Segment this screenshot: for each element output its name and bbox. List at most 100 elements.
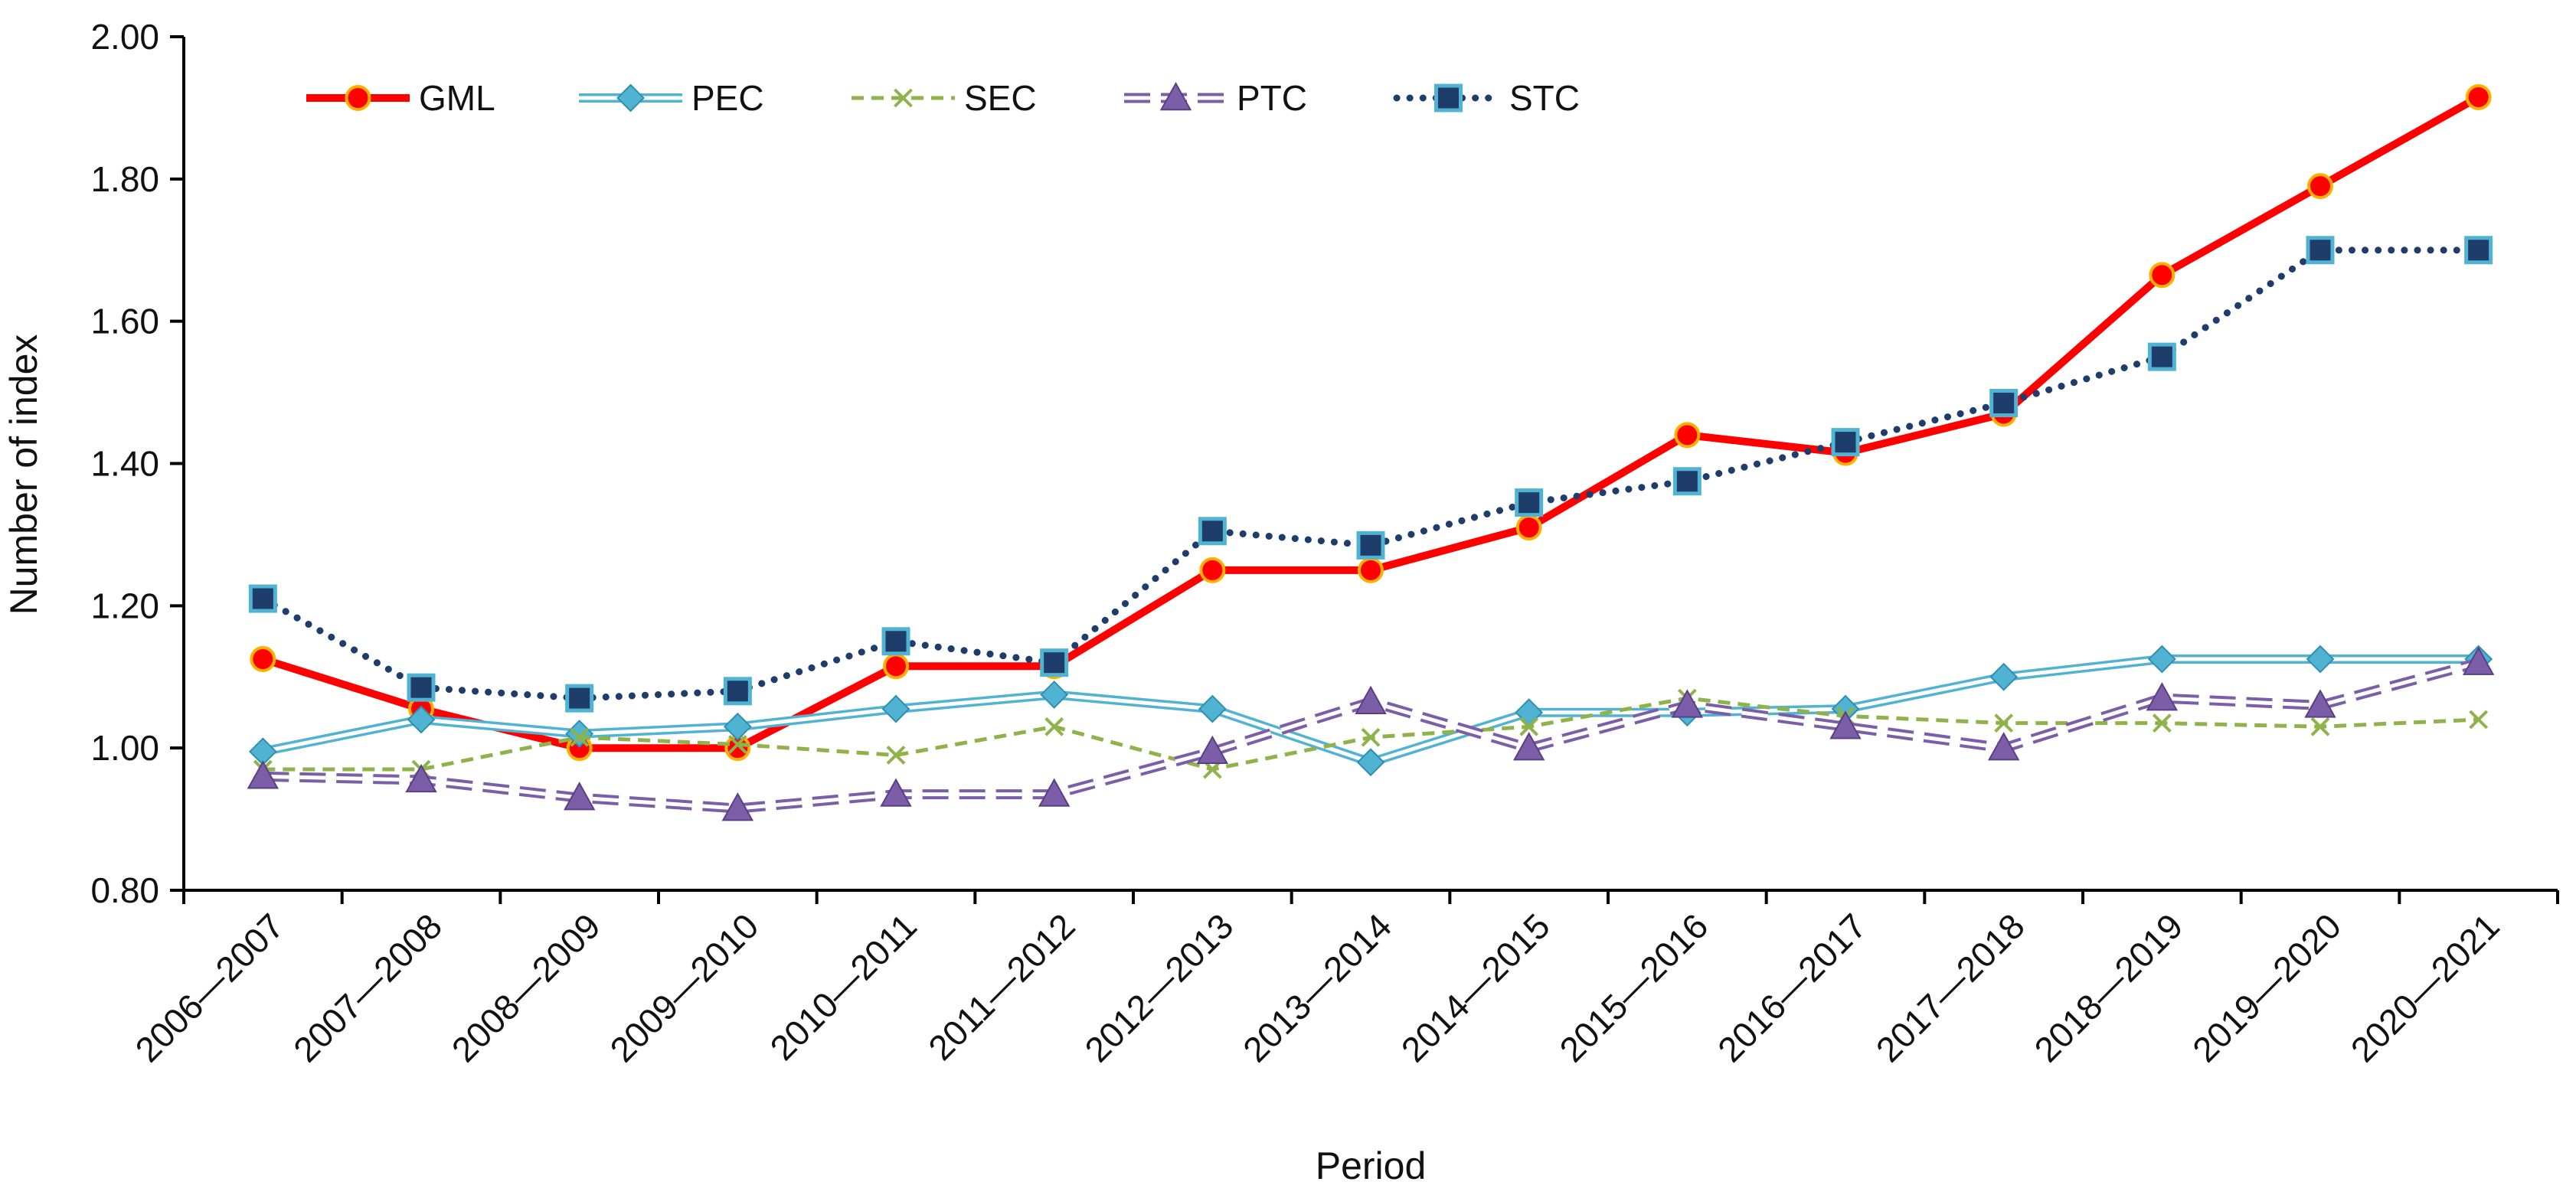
legend-marker-pec [616, 83, 645, 113]
legend-marker-stc [1434, 83, 1463, 113]
x-tick-label: 2020—2021 [2343, 906, 2507, 1069]
data-point-stc [1989, 389, 2019, 418]
data-point-gml [883, 653, 909, 680]
data-point-sec [727, 735, 747, 754]
series-layer [247, 83, 2495, 821]
data-point-ptc [247, 760, 280, 789]
data-point-gml [1358, 557, 1384, 583]
data-point-pec [1356, 748, 1385, 777]
data-point-sec [1361, 727, 1381, 747]
y-tick-label: 1.20 [90, 586, 159, 625]
data-point-ptc [1512, 732, 1545, 761]
data-point-stc [1831, 428, 1860, 457]
data-point-stc [248, 584, 277, 613]
data-point-pec [881, 694, 910, 723]
y-tick-label: 0.80 [90, 870, 159, 910]
x-tick-label: 2010—2011 [762, 906, 924, 1068]
x-tick-label: 2014—2015 [1394, 906, 1558, 1069]
legend-label: PTC [1237, 78, 1307, 118]
data-point-gml [1674, 422, 1701, 449]
x-tick-label: 2008—2009 [444, 906, 608, 1069]
x-tick-label: 2012—2013 [1077, 906, 1241, 1069]
legend-label: GML [419, 78, 495, 118]
data-point-sec [2152, 713, 2172, 733]
data-point-stc [881, 627, 910, 656]
y-tick-label: 2.00 [90, 17, 159, 57]
data-point-pec [407, 705, 436, 734]
x-tick-label: 2016—2017 [1710, 906, 1874, 1069]
data-point-sec [1994, 713, 2014, 733]
legend-marker-sec [894, 88, 913, 108]
data-point-gml [2149, 262, 2176, 289]
data-point-sec [2310, 717, 2330, 736]
data-point-pec [1515, 698, 1544, 727]
x-tick-label: 2018—2019 [2026, 906, 2190, 1069]
data-point-pec [2147, 645, 2176, 674]
data-point-stc [1672, 467, 1702, 496]
data-point-ptc [2462, 646, 2495, 675]
data-point-gml [2465, 83, 2492, 110]
data-point-ptc [1671, 689, 1704, 718]
data-point-ptc [1038, 778, 1071, 807]
data-point-stc [1356, 530, 1385, 560]
data-point-stc [1198, 517, 1227, 546]
data-point-stc [1515, 488, 1544, 517]
data-point-pec [1040, 681, 1069, 709]
data-point-stc [1040, 648, 1069, 677]
data-point-pec [1989, 662, 2019, 691]
legend-label: STC [1509, 78, 1580, 118]
legend-marker-gml [345, 85, 371, 111]
x-tick-label: 2015—2016 [1551, 906, 1715, 1069]
data-point-ptc [1355, 685, 1387, 714]
data-point-ptc [1987, 732, 2020, 761]
data-point-ptc [1196, 735, 1229, 765]
y-tick-label: 1.80 [90, 159, 159, 199]
data-point-ptc [1829, 710, 1862, 739]
y-axis-title: Number of index [2, 335, 45, 615]
data-point-ptc [880, 778, 912, 807]
data-point-ptc [2304, 689, 2336, 718]
x-tick-label: 2013—2014 [1235, 906, 1399, 1069]
x-tick-label: 2011—2012 [920, 906, 1083, 1068]
series-line [259, 246, 2483, 702]
legend-label: SEC [964, 78, 1037, 118]
data-point-stc [2464, 236, 2493, 265]
series-ptc [247, 646, 2495, 821]
x-tick-label: 2006—2007 [127, 906, 291, 1069]
data-point-ptc [405, 763, 437, 793]
legend-item-stc: STC [1393, 78, 1580, 118]
y-tick-label: 1.40 [90, 444, 159, 484]
data-point-ptc [721, 792, 754, 821]
data-point-gml [250, 646, 276, 673]
y-tick-label: 1.60 [90, 302, 159, 341]
legend-item-ptc: PTC [1124, 78, 1307, 118]
data-point-stc [723, 677, 752, 706]
data-point-sec [1519, 717, 1539, 736]
x-tick-label: 2007—2008 [286, 906, 449, 1069]
legend: GML PEC SEC PTC STC [306, 78, 1580, 118]
x-tick-label: 2009—2010 [602, 906, 766, 1069]
x-axis-title: Period [1316, 1144, 1427, 1187]
data-point-stc [565, 684, 594, 713]
data-point-ptc [563, 782, 596, 811]
data-point-stc [2306, 236, 2335, 265]
axes: 0.801.001.201.401.601.802.002006—2007200… [90, 17, 2559, 1069]
legend-item-gml: GML [306, 78, 495, 118]
legend-item-sec: SEC [852, 78, 1037, 118]
x-tick-label: 2019—2020 [2185, 906, 2349, 1069]
data-point-pec [1198, 694, 1227, 723]
data-point-pec [723, 712, 752, 741]
data-point-ptc [2146, 682, 2179, 711]
data-point-stc [407, 673, 436, 702]
legend-item-pec: PEC [579, 78, 764, 118]
data-point-stc [2147, 342, 2176, 371]
data-point-gml [1199, 557, 1226, 583]
data-point-sec [2469, 710, 2489, 730]
data-point-gml [1515, 514, 1542, 541]
data-point-pec [2306, 645, 2335, 674]
x-tick-label: 2017—2018 [1868, 906, 2032, 1069]
legend-label: PEC [691, 78, 764, 118]
data-point-sec [886, 746, 906, 765]
